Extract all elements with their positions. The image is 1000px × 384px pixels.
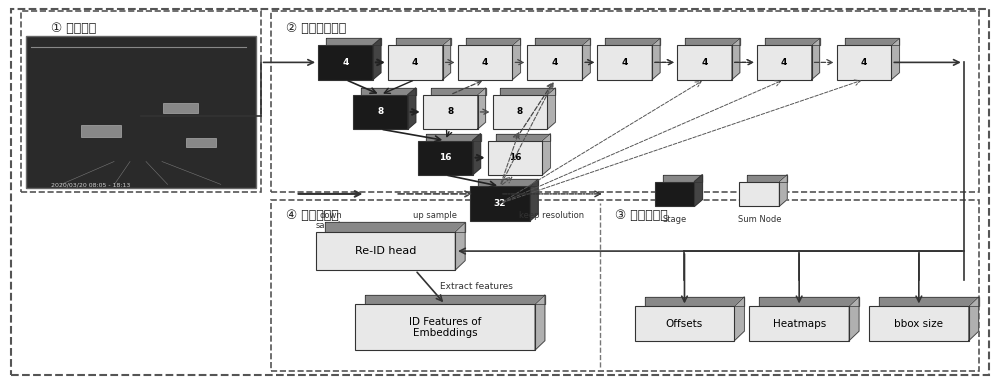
- Text: ① 视频数据: ① 视频数据: [51, 22, 96, 35]
- FancyBboxPatch shape: [423, 95, 478, 129]
- Polygon shape: [734, 297, 744, 341]
- Polygon shape: [473, 134, 481, 175]
- Polygon shape: [478, 179, 538, 186]
- FancyBboxPatch shape: [488, 141, 542, 175]
- Polygon shape: [373, 38, 381, 79]
- Polygon shape: [605, 38, 660, 45]
- Text: up sample: up sample: [413, 211, 457, 220]
- Text: Heatmaps: Heatmaps: [773, 318, 826, 329]
- Polygon shape: [530, 179, 538, 220]
- Text: Re-ID head: Re-ID head: [355, 246, 416, 256]
- Polygon shape: [326, 38, 381, 45]
- FancyBboxPatch shape: [355, 305, 535, 350]
- Text: 4: 4: [701, 58, 708, 67]
- FancyBboxPatch shape: [739, 182, 779, 206]
- Text: 32: 32: [494, 199, 506, 208]
- FancyBboxPatch shape: [26, 36, 256, 188]
- Polygon shape: [747, 175, 787, 182]
- FancyBboxPatch shape: [186, 138, 216, 147]
- Polygon shape: [365, 295, 545, 305]
- Polygon shape: [478, 88, 486, 129]
- FancyBboxPatch shape: [418, 141, 473, 175]
- FancyBboxPatch shape: [837, 45, 891, 79]
- Polygon shape: [849, 297, 859, 341]
- Polygon shape: [879, 297, 979, 306]
- Text: 8: 8: [447, 108, 453, 116]
- Polygon shape: [694, 175, 702, 206]
- FancyBboxPatch shape: [318, 45, 373, 79]
- Text: 4: 4: [781, 58, 787, 67]
- Text: 8: 8: [517, 108, 523, 116]
- Polygon shape: [535, 38, 590, 45]
- Polygon shape: [443, 38, 451, 79]
- Text: 8: 8: [377, 108, 383, 116]
- Text: 16: 16: [509, 153, 521, 162]
- Polygon shape: [512, 38, 520, 79]
- Text: 4: 4: [621, 58, 628, 67]
- Text: keep resolution: keep resolution: [519, 211, 584, 220]
- Text: ④ 目标跟踪头: ④ 目标跟踪头: [286, 209, 338, 222]
- Polygon shape: [645, 297, 744, 306]
- FancyBboxPatch shape: [597, 45, 652, 79]
- Text: ③ 目标检测头: ③ 目标检测头: [615, 209, 667, 222]
- Polygon shape: [845, 38, 899, 45]
- Polygon shape: [535, 295, 545, 350]
- Polygon shape: [891, 38, 899, 79]
- Text: 4: 4: [412, 58, 418, 67]
- Text: 4: 4: [482, 58, 488, 67]
- FancyBboxPatch shape: [655, 182, 694, 206]
- Polygon shape: [652, 38, 660, 79]
- FancyBboxPatch shape: [677, 45, 732, 79]
- Polygon shape: [500, 88, 555, 95]
- Polygon shape: [765, 38, 820, 45]
- Polygon shape: [431, 88, 486, 95]
- Text: bbox size: bbox size: [894, 318, 943, 329]
- FancyBboxPatch shape: [493, 95, 547, 129]
- Polygon shape: [547, 88, 555, 129]
- Polygon shape: [685, 38, 740, 45]
- FancyBboxPatch shape: [163, 103, 198, 113]
- Text: 4: 4: [552, 58, 558, 67]
- FancyBboxPatch shape: [757, 45, 812, 79]
- Polygon shape: [969, 297, 979, 341]
- Text: Stage: Stage: [662, 215, 687, 224]
- Text: 4: 4: [861, 58, 867, 67]
- Text: ② 特征提取网络: ② 特征提取网络: [286, 22, 346, 35]
- Polygon shape: [408, 88, 416, 129]
- FancyBboxPatch shape: [869, 306, 969, 341]
- Text: 4: 4: [342, 58, 349, 67]
- Polygon shape: [361, 88, 416, 95]
- FancyBboxPatch shape: [353, 95, 408, 129]
- Polygon shape: [496, 134, 550, 141]
- Text: Extract features: Extract features: [440, 281, 513, 291]
- FancyBboxPatch shape: [527, 45, 582, 79]
- Polygon shape: [759, 297, 859, 306]
- FancyBboxPatch shape: [458, 45, 512, 79]
- Text: Sum Node: Sum Node: [738, 215, 781, 224]
- FancyBboxPatch shape: [81, 125, 121, 137]
- Text: ID Features of
Embeddings: ID Features of Embeddings: [409, 316, 481, 338]
- Text: Offsets: Offsets: [666, 318, 703, 329]
- Text: 16: 16: [439, 153, 451, 162]
- Polygon shape: [455, 222, 465, 270]
- FancyBboxPatch shape: [749, 306, 849, 341]
- FancyBboxPatch shape: [316, 232, 455, 270]
- Polygon shape: [582, 38, 590, 79]
- Polygon shape: [663, 175, 702, 182]
- FancyBboxPatch shape: [470, 186, 530, 220]
- FancyBboxPatch shape: [635, 306, 734, 341]
- Polygon shape: [325, 222, 465, 232]
- Text: down
sample: down sample: [315, 211, 346, 230]
- Polygon shape: [779, 175, 787, 206]
- Polygon shape: [396, 38, 451, 45]
- FancyBboxPatch shape: [388, 45, 443, 79]
- Polygon shape: [466, 38, 520, 45]
- Polygon shape: [812, 38, 820, 79]
- Text: 2020/03/20 08:05 - 18:13: 2020/03/20 08:05 - 18:13: [51, 182, 131, 187]
- Polygon shape: [732, 38, 740, 79]
- Polygon shape: [426, 134, 481, 141]
- Polygon shape: [542, 134, 550, 175]
